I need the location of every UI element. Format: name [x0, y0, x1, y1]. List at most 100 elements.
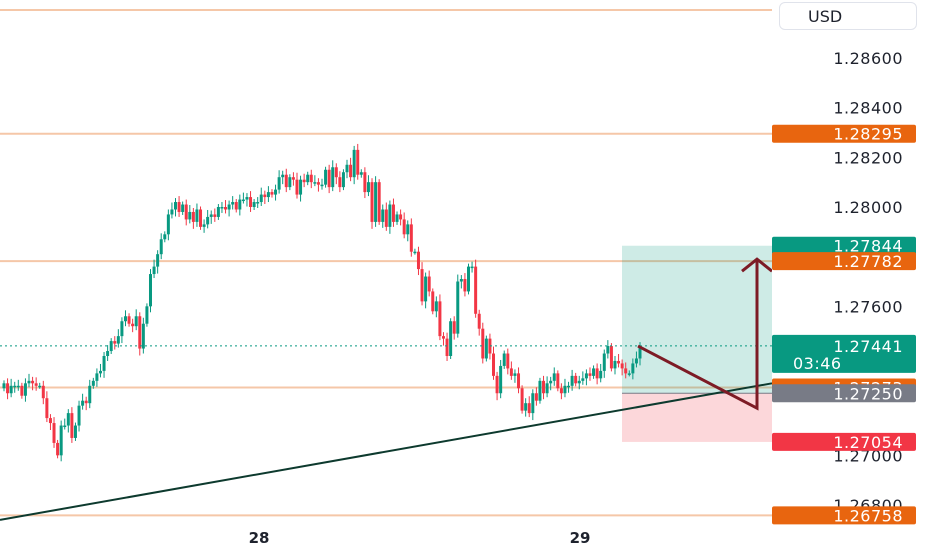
candle-body-175 — [627, 373, 631, 375]
candle-body-11 — [41, 385, 45, 399]
candle-body-65 — [234, 202, 238, 210]
candle-body-177 — [634, 358, 638, 364]
candle-body-139 — [499, 365, 503, 394]
candle-body-155 — [556, 373, 560, 389]
candle-body-60 — [216, 207, 220, 217]
candle-body-7 — [27, 380, 31, 384]
candle-body-93 — [334, 167, 338, 178]
candle-body-61 — [220, 207, 224, 209]
candle-body-90 — [324, 169, 328, 185]
price-badge-1 — [772, 236, 916, 255]
candle-body-121 — [434, 301, 438, 312]
candle-body-161 — [577, 380, 581, 384]
price-badge-4 — [772, 384, 916, 403]
candle-body-67 — [241, 199, 245, 202]
candle-body-178 — [638, 346, 642, 359]
candle-body-176 — [631, 363, 635, 374]
candle-body-94 — [338, 177, 342, 188]
candle-body-170 — [609, 346, 613, 369]
candle-body-107 — [384, 209, 388, 227]
candle-body-97 — [349, 164, 353, 178]
candle-body-158 — [567, 385, 571, 388]
candle-body-71 — [256, 202, 260, 204]
candle-body-74 — [266, 192, 270, 198]
candle-body-14 — [52, 423, 56, 443]
candle-body-50 — [181, 204, 185, 212]
candle-body-100 — [359, 172, 363, 175]
candle-body-68 — [245, 197, 249, 200]
candle-body-82 — [295, 179, 299, 195]
candle-body-8 — [31, 380, 35, 384]
candle-body-114 — [409, 224, 413, 252]
y-tick-label-3: 1.28000 — [833, 198, 903, 217]
candle-body-29 — [106, 351, 110, 356]
candle-body-75 — [270, 192, 274, 195]
candle-body-159 — [570, 375, 574, 386]
candle-body-142 — [509, 368, 513, 376]
candle-body-4 — [16, 385, 20, 388]
candle-body-9 — [34, 383, 38, 386]
candle-body-123 — [441, 336, 445, 339]
last-price-badge — [772, 334, 916, 373]
projection-path — [637, 259, 759, 411]
candle-body-47 — [170, 209, 174, 215]
candle-body-145 — [520, 388, 524, 411]
price-badge-label-2: 1.27782 — [833, 252, 903, 271]
candle-body-110 — [395, 214, 399, 222]
trendline — [0, 382, 773, 521]
candle-body-125 — [449, 321, 453, 356]
candle-body-49 — [177, 202, 181, 212]
candle-body-136 — [488, 338, 492, 354]
candle-body-134 — [481, 328, 485, 359]
price-badge-label-0: 1.28295 — [833, 125, 903, 144]
candle-body-132 — [474, 266, 478, 314]
candle-body-31 — [113, 341, 117, 344]
candle-body-40 — [145, 306, 149, 324]
candle-body-64 — [231, 202, 235, 205]
candle-body-58 — [209, 214, 213, 217]
candle-body-69 — [249, 197, 253, 207]
candle-body-157 — [563, 385, 567, 394]
candle-body-140 — [502, 353, 506, 366]
candle-body-80 — [288, 177, 292, 188]
candle-body-112 — [402, 219, 406, 235]
y-tick-label-2: 1.28200 — [833, 148, 903, 167]
candle-body-44 — [159, 239, 163, 255]
candle-body-163 — [584, 373, 588, 379]
candle-body-147 — [527, 403, 531, 414]
candle-body-138 — [495, 375, 499, 394]
candle-body-130 — [466, 266, 470, 292]
candle-body-113 — [406, 224, 410, 235]
candle-body-54 — [195, 209, 199, 222]
candle-body-57 — [206, 216, 210, 225]
countdown-label: 03:46 — [793, 354, 842, 373]
candle-body-86 — [309, 174, 313, 183]
candle-body-108 — [388, 204, 392, 227]
candle-body-151 — [542, 380, 546, 394]
candle-body-2 — [9, 385, 13, 394]
candle-body-25 — [91, 380, 95, 386]
currency-selector[interactable]: USD — [779, 2, 917, 30]
candle-body-12 — [45, 398, 49, 419]
candle-body-10 — [38, 385, 42, 388]
candle-body-165 — [592, 368, 596, 376]
price-badge-label-6: 1.26758 — [833, 506, 903, 525]
candle-body-62 — [224, 207, 228, 210]
candle-body-131 — [470, 266, 474, 269]
candle-body-52 — [188, 211, 192, 220]
candle-body-89 — [320, 184, 324, 187]
candle-body-46 — [166, 214, 170, 235]
candle-body-6 — [23, 383, 27, 396]
candle-body-146 — [524, 403, 528, 411]
stop-zone — [622, 393, 772, 442]
candle-body-55 — [199, 209, 203, 227]
candle-body-149 — [534, 393, 538, 401]
candle-body-120 — [431, 291, 435, 312]
price-badge-2 — [772, 252, 916, 271]
candle-body-38 — [138, 316, 142, 349]
candle-body-34 — [123, 316, 127, 322]
candle-body-95 — [341, 172, 345, 188]
candle-body-76 — [274, 189, 278, 195]
